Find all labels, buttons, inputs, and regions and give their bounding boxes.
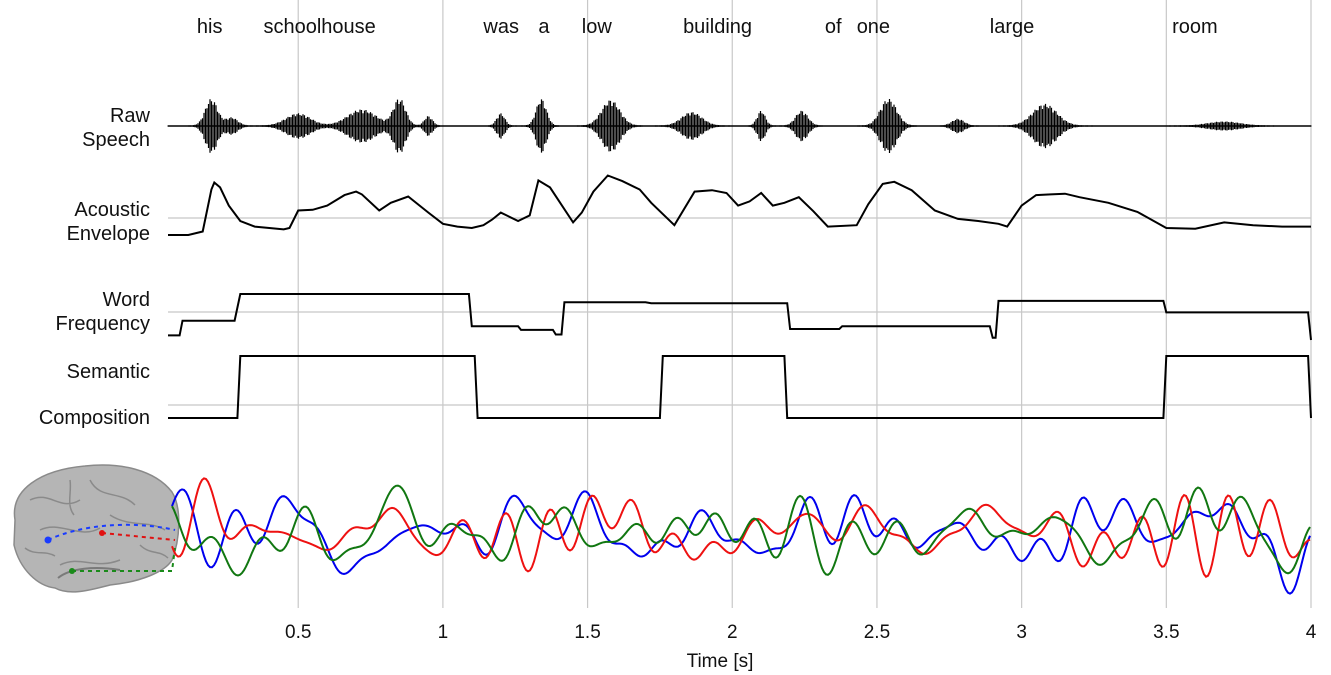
raw-speech-waveform: [167, 99, 1312, 153]
x-tick-label-4: 2.5: [864, 622, 890, 643]
brain-folds: [24, 479, 169, 566]
x-tick-label-6: 3.5: [1153, 622, 1179, 643]
word-3: a: [538, 16, 550, 38]
acoustic-envelope-line: [168, 174, 1311, 236]
word-frequency-line: [168, 293, 1312, 341]
meg-traces: [171, 477, 1311, 595]
word-2: was: [482, 16, 519, 38]
row-label-0-line-0: Raw: [110, 105, 151, 127]
word-7: one: [857, 16, 890, 38]
green-roi-dashes: [72, 547, 176, 572]
x-tick-label-7: 4: [1306, 622, 1317, 643]
semantic-composition-line: [168, 355, 1312, 419]
vertical-gridlines: [297, 0, 1312, 608]
waveform-strokes: [167, 99, 1312, 153]
x-tick-label-3: 2: [727, 622, 738, 643]
meg-trace-1: [171, 477, 1311, 578]
x-axis-tick-labels: 0.5 1 1.5 2 2.5 3 3.5 4: [285, 622, 1317, 643]
word-5: building: [683, 16, 752, 38]
word-9: room: [1172, 16, 1218, 38]
brain-shape: [13, 464, 180, 593]
word-1: schoolhouse: [263, 16, 375, 38]
x-axis-title: Time [s]: [687, 651, 754, 672]
word-8: large: [990, 16, 1034, 38]
x-tick-label-2: 1.5: [574, 622, 600, 643]
brain-illustration: [13, 464, 180, 593]
blue-roi-dot: [44, 536, 52, 544]
row-label-1-line-0: Acoustic: [74, 199, 150, 221]
row-baselines: [168, 217, 1311, 406]
meg-trace-2: [171, 484, 1311, 577]
x-tick-label-1: 1: [438, 622, 449, 643]
row-label-3-line-0: Semantic: [67, 361, 150, 383]
row-label-3-line-1: Composition: [39, 407, 150, 429]
row-label-2-line-0: Word: [103, 289, 150, 311]
row-label-1-line-1: Envelope: [67, 223, 150, 245]
word-labels: his schoolhouse was a low building of one large r…: [197, 16, 1218, 38]
word-4: low: [582, 16, 613, 38]
row-label-0-line-1: Speech: [82, 129, 150, 151]
green-roi-dot: [69, 568, 75, 574]
row-label-2-line-1: Frequency: [56, 313, 151, 335]
brain-lower-fold: [57, 567, 121, 579]
blue-roi-dashes: [47, 523, 176, 541]
x-tick-label-5: 3: [1016, 622, 1027, 643]
x-tick-label-0: 0.5: [285, 622, 311, 643]
word-6: of: [825, 16, 842, 38]
red-roi-dot: [99, 530, 105, 536]
word-0: his: [197, 16, 223, 38]
